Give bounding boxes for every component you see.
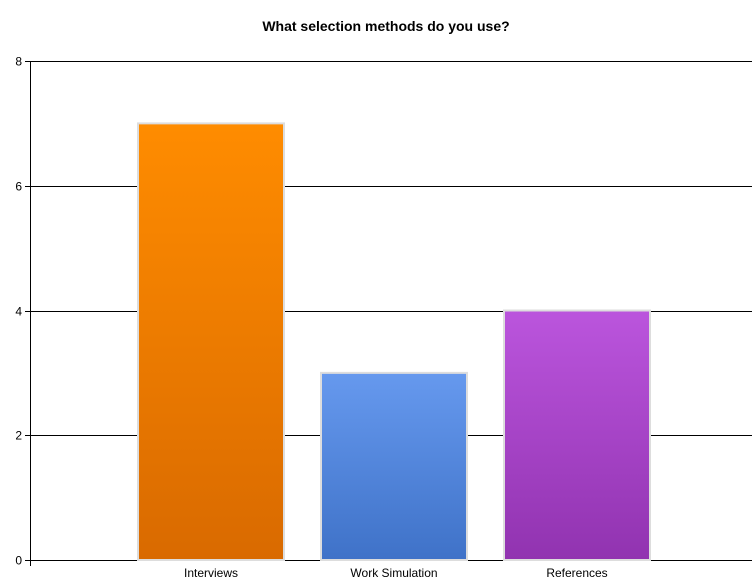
y-tick-label: 2 <box>15 429 22 443</box>
y-tick-label: 0 <box>15 554 22 568</box>
x-tick-label: Work Simulation <box>350 566 437 580</box>
y-tick-label: 4 <box>15 305 22 319</box>
x-tick-label: Interviews <box>184 566 238 580</box>
bar-interviews <box>137 122 285 561</box>
bar-references <box>503 309 651 561</box>
chart-title: What selection methods do you use? <box>262 18 509 34</box>
x-axis-labels: Interviews Work Simulation References <box>184 566 608 580</box>
y-tick-label: 6 <box>15 180 22 194</box>
bars <box>137 122 651 561</box>
x-tick-label: References <box>546 566 607 580</box>
y-axis: 0 2 4 6 8 <box>15 55 31 568</box>
bar-work-simulation <box>320 371 468 561</box>
y-tick-label: 8 <box>15 55 22 69</box>
